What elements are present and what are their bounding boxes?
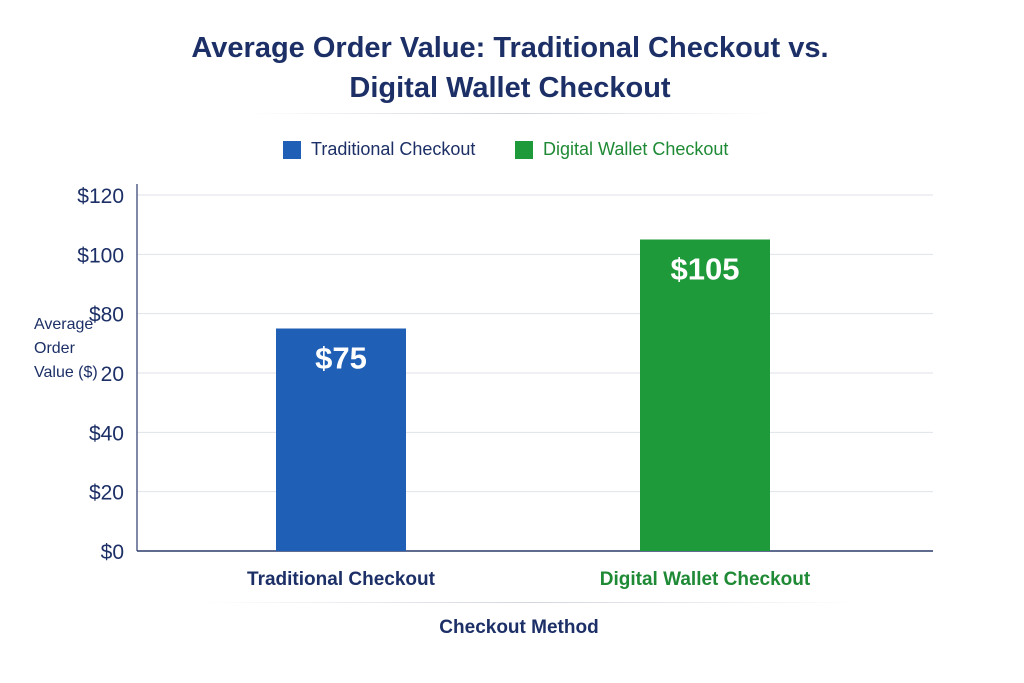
y-axis-label-line: Average bbox=[34, 316, 93, 333]
x-tick-label: Digital Wallet Checkout bbox=[600, 569, 811, 590]
x-tick-label: Traditional Checkout bbox=[247, 569, 436, 590]
y-tick-label: 20 bbox=[101, 363, 124, 386]
x-axis-divider bbox=[200, 602, 860, 603]
y-tick-label: $20 bbox=[89, 482, 124, 505]
x-axis-label: Checkout Method bbox=[439, 617, 598, 638]
legend-label-traditional: Traditional Checkout bbox=[311, 139, 476, 159]
y-tick-label: $100 bbox=[77, 244, 124, 267]
y-tick-label: $80 bbox=[89, 304, 124, 327]
legend-swatch-traditional bbox=[283, 140, 301, 159]
chart-title-line-1: Average Order Value: Traditional Checkou… bbox=[191, 32, 829, 64]
bar bbox=[276, 328, 406, 551]
y-axis-label-line: Value ($) bbox=[34, 364, 98, 381]
bar bbox=[640, 239, 770, 551]
title-divider bbox=[250, 113, 770, 114]
chart-title-line-2: Digital Wallet Checkout bbox=[349, 72, 671, 104]
bar-data-label: $75 bbox=[315, 341, 367, 376]
legend-item-traditional: Traditional Checkout bbox=[283, 139, 475, 160]
y-tick-label: $120 bbox=[77, 185, 124, 208]
bar-data-label: $105 bbox=[671, 252, 740, 287]
y-axis-label-line: Order bbox=[34, 340, 76, 357]
legend: Traditional Checkout Digital Wallet Chec… bbox=[0, 139, 1024, 165]
legend-label-digital-wallet: Digital Wallet Checkout bbox=[543, 139, 729, 159]
y-tick-label: $0 bbox=[101, 541, 124, 564]
legend-item-digital-wallet: Digital Wallet Checkout bbox=[515, 139, 728, 160]
y-tick-label: $40 bbox=[89, 422, 124, 445]
chart-title: Average Order Value: Traditional Checkou… bbox=[60, 28, 960, 108]
legend-swatch-digital-wallet bbox=[515, 140, 533, 159]
